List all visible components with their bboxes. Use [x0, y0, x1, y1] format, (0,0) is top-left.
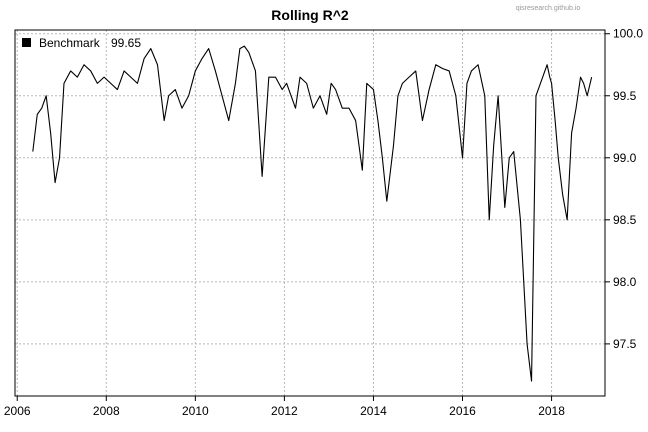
y-tick-label-5: 100.0	[613, 27, 643, 41]
x-tick-label-4: 2014	[360, 404, 387, 418]
x-tick-label-3: 2012	[271, 404, 298, 418]
y-tick-label-2: 98.5	[613, 213, 637, 227]
chart-title: Rolling R^2	[271, 7, 349, 23]
y-tick-label-1: 98.0	[613, 275, 637, 289]
x-tick-label-0: 2006	[4, 404, 31, 418]
legend-swatch	[22, 38, 31, 47]
x-tick-label-1: 2008	[93, 404, 120, 418]
plot-frame	[14, 29, 606, 397]
legend-series-name: Benchmark	[39, 36, 101, 50]
x-tick-label-5: 2016	[449, 404, 476, 418]
x-tick-label-2: 2010	[182, 404, 209, 418]
grid	[15, 30, 605, 396]
x-tick-label-6: 2018	[538, 404, 565, 418]
legend: Benchmark 99.65	[22, 36, 141, 50]
legend-series-value: 99.65	[111, 36, 141, 50]
series-line-benchmark	[32, 45, 593, 382]
y-tick-label-3: 99.0	[613, 151, 637, 165]
y-tick-label-0: 97.5	[613, 337, 637, 351]
watermark-text: qisresearch.github.io	[516, 5, 581, 12]
x-axis: 2006 2008 2010 2012 2014 2016 2018	[4, 396, 565, 418]
y-tick-label-4: 99.5	[613, 89, 637, 103]
y-axis: 97.5 98.0 98.5 99.0 99.5 100.0	[605, 27, 643, 351]
